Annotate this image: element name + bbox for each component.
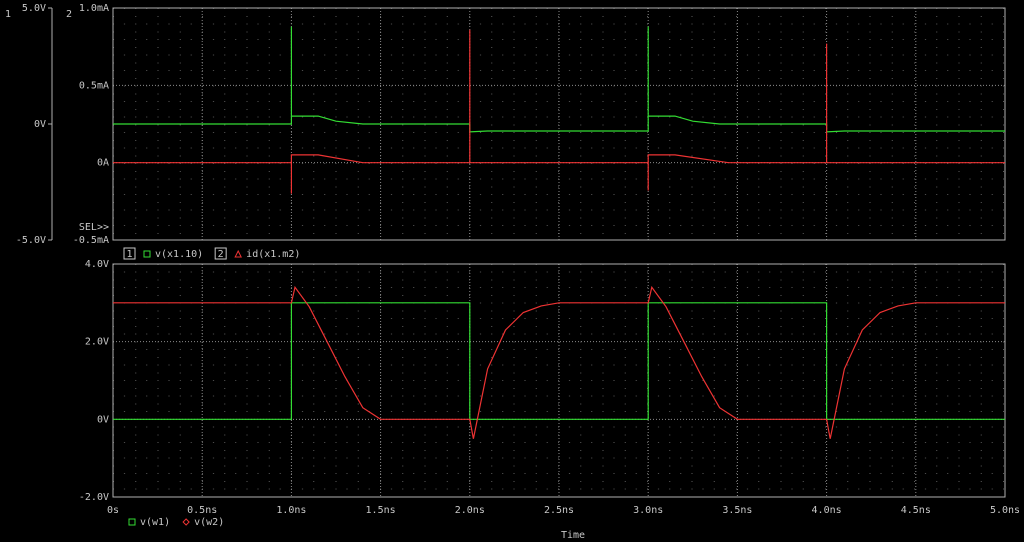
legend-marker [128,518,136,526]
x-tick-label: 0s [107,505,119,516]
x-tick-label: 5.0ns [990,505,1020,516]
y-tick-label: 0V [97,414,109,425]
y-tick-label: -5.0V [16,235,46,246]
y-tick-label: 5.0V [22,3,46,14]
selection-marker: SEL>> [79,222,109,233]
axis-number: 2 [66,9,72,20]
legend-label: v(w2) [194,517,224,528]
legend-axis-number: 1 [126,249,132,260]
x-tick-label: 1.0ns [276,505,306,516]
x-tick-label: 0.5ns [187,505,217,516]
legend-label: v(w1) [140,517,170,528]
y2-tick-label: 1.0mA [79,3,109,14]
x-tick-label: 3.0ns [633,505,663,516]
legend-marker [143,250,151,258]
x-tick-label: 4.0ns [812,505,842,516]
plot-frame [112,263,1006,498]
legend-axis-number: 2 [218,249,224,260]
legend-axis-box [214,247,227,260]
series-line [113,302,1005,420]
legend-label: id(x1.m2) [246,249,300,260]
y2-tick-label: -0.5mA [73,235,109,246]
x-tick-label: 2.0ns [455,505,485,516]
legend-marker [182,518,190,526]
x-tick-label: 4.5ns [901,505,931,516]
x-tick-label: 1.5ns [366,505,396,516]
x-axis-label: Time [561,530,585,541]
legend-marker [234,249,242,258]
series-line [113,29,1005,194]
y-tick-label: 4.0V [85,259,109,270]
y-tick-label: 2.0V [85,337,109,348]
y-tick-label: 0V [34,119,46,130]
series-line [113,285,1005,439]
y2-tick-label: 0.5mA [79,80,109,91]
y2-tick-label: 0A [97,158,109,169]
legend-axis-box [123,247,136,260]
x-tick-label: 3.5ns [722,505,752,516]
axis-number: 1 [5,9,11,20]
x-tick-label: 2.5ns [544,505,574,516]
legend-label: v(x1.10) [155,249,203,260]
y-tick-label: -2.0V [79,492,109,503]
